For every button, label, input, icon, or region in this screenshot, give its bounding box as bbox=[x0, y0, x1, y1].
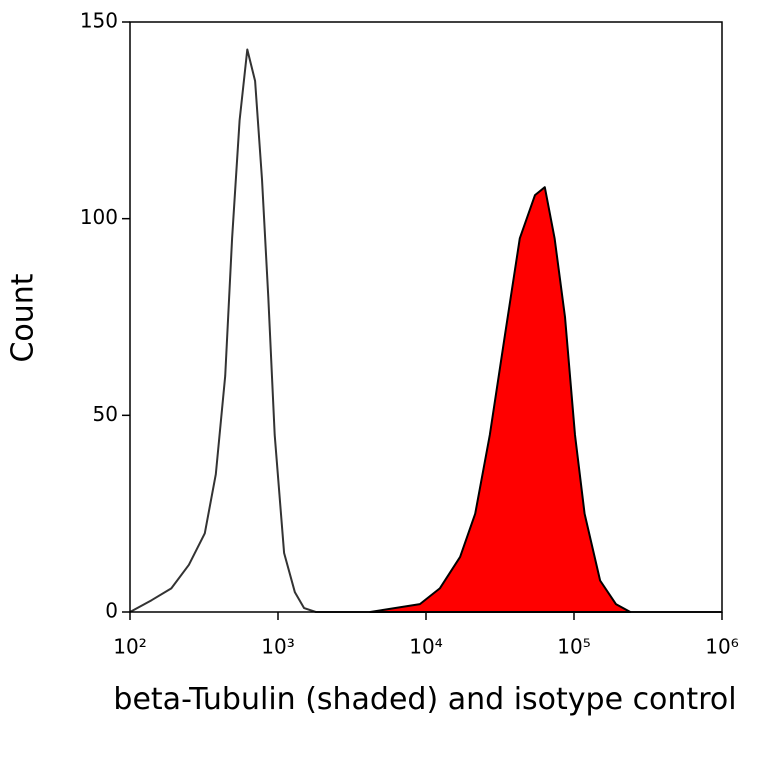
y-tick-label: 100 bbox=[80, 205, 118, 229]
histogram-line bbox=[369, 186, 632, 613]
chart: Count 0 50 100 150 10² 10³ 10⁴ 10⁵ 10⁶ bbox=[6, 9, 739, 659]
x-tick-label: 10⁵ bbox=[557, 635, 590, 659]
histogram-line bbox=[129, 48, 722, 613]
y-tick-label: 150 bbox=[80, 9, 118, 33]
plot-frame bbox=[129, 21, 723, 613]
x-tick-label: 10² bbox=[113, 635, 146, 659]
x-tick-label: 10⁶ bbox=[705, 635, 738, 659]
x-axis-label: beta-Tubulin (shaded) and isotype contro… bbox=[113, 682, 737, 717]
y-axis-label: Count bbox=[6, 273, 41, 362]
y-tick-label: 0 bbox=[105, 599, 118, 623]
x-tick-label: 10⁴ bbox=[409, 635, 442, 659]
x-tick-label: 10³ bbox=[261, 635, 294, 659]
y-tick-label: 50 bbox=[93, 402, 118, 426]
